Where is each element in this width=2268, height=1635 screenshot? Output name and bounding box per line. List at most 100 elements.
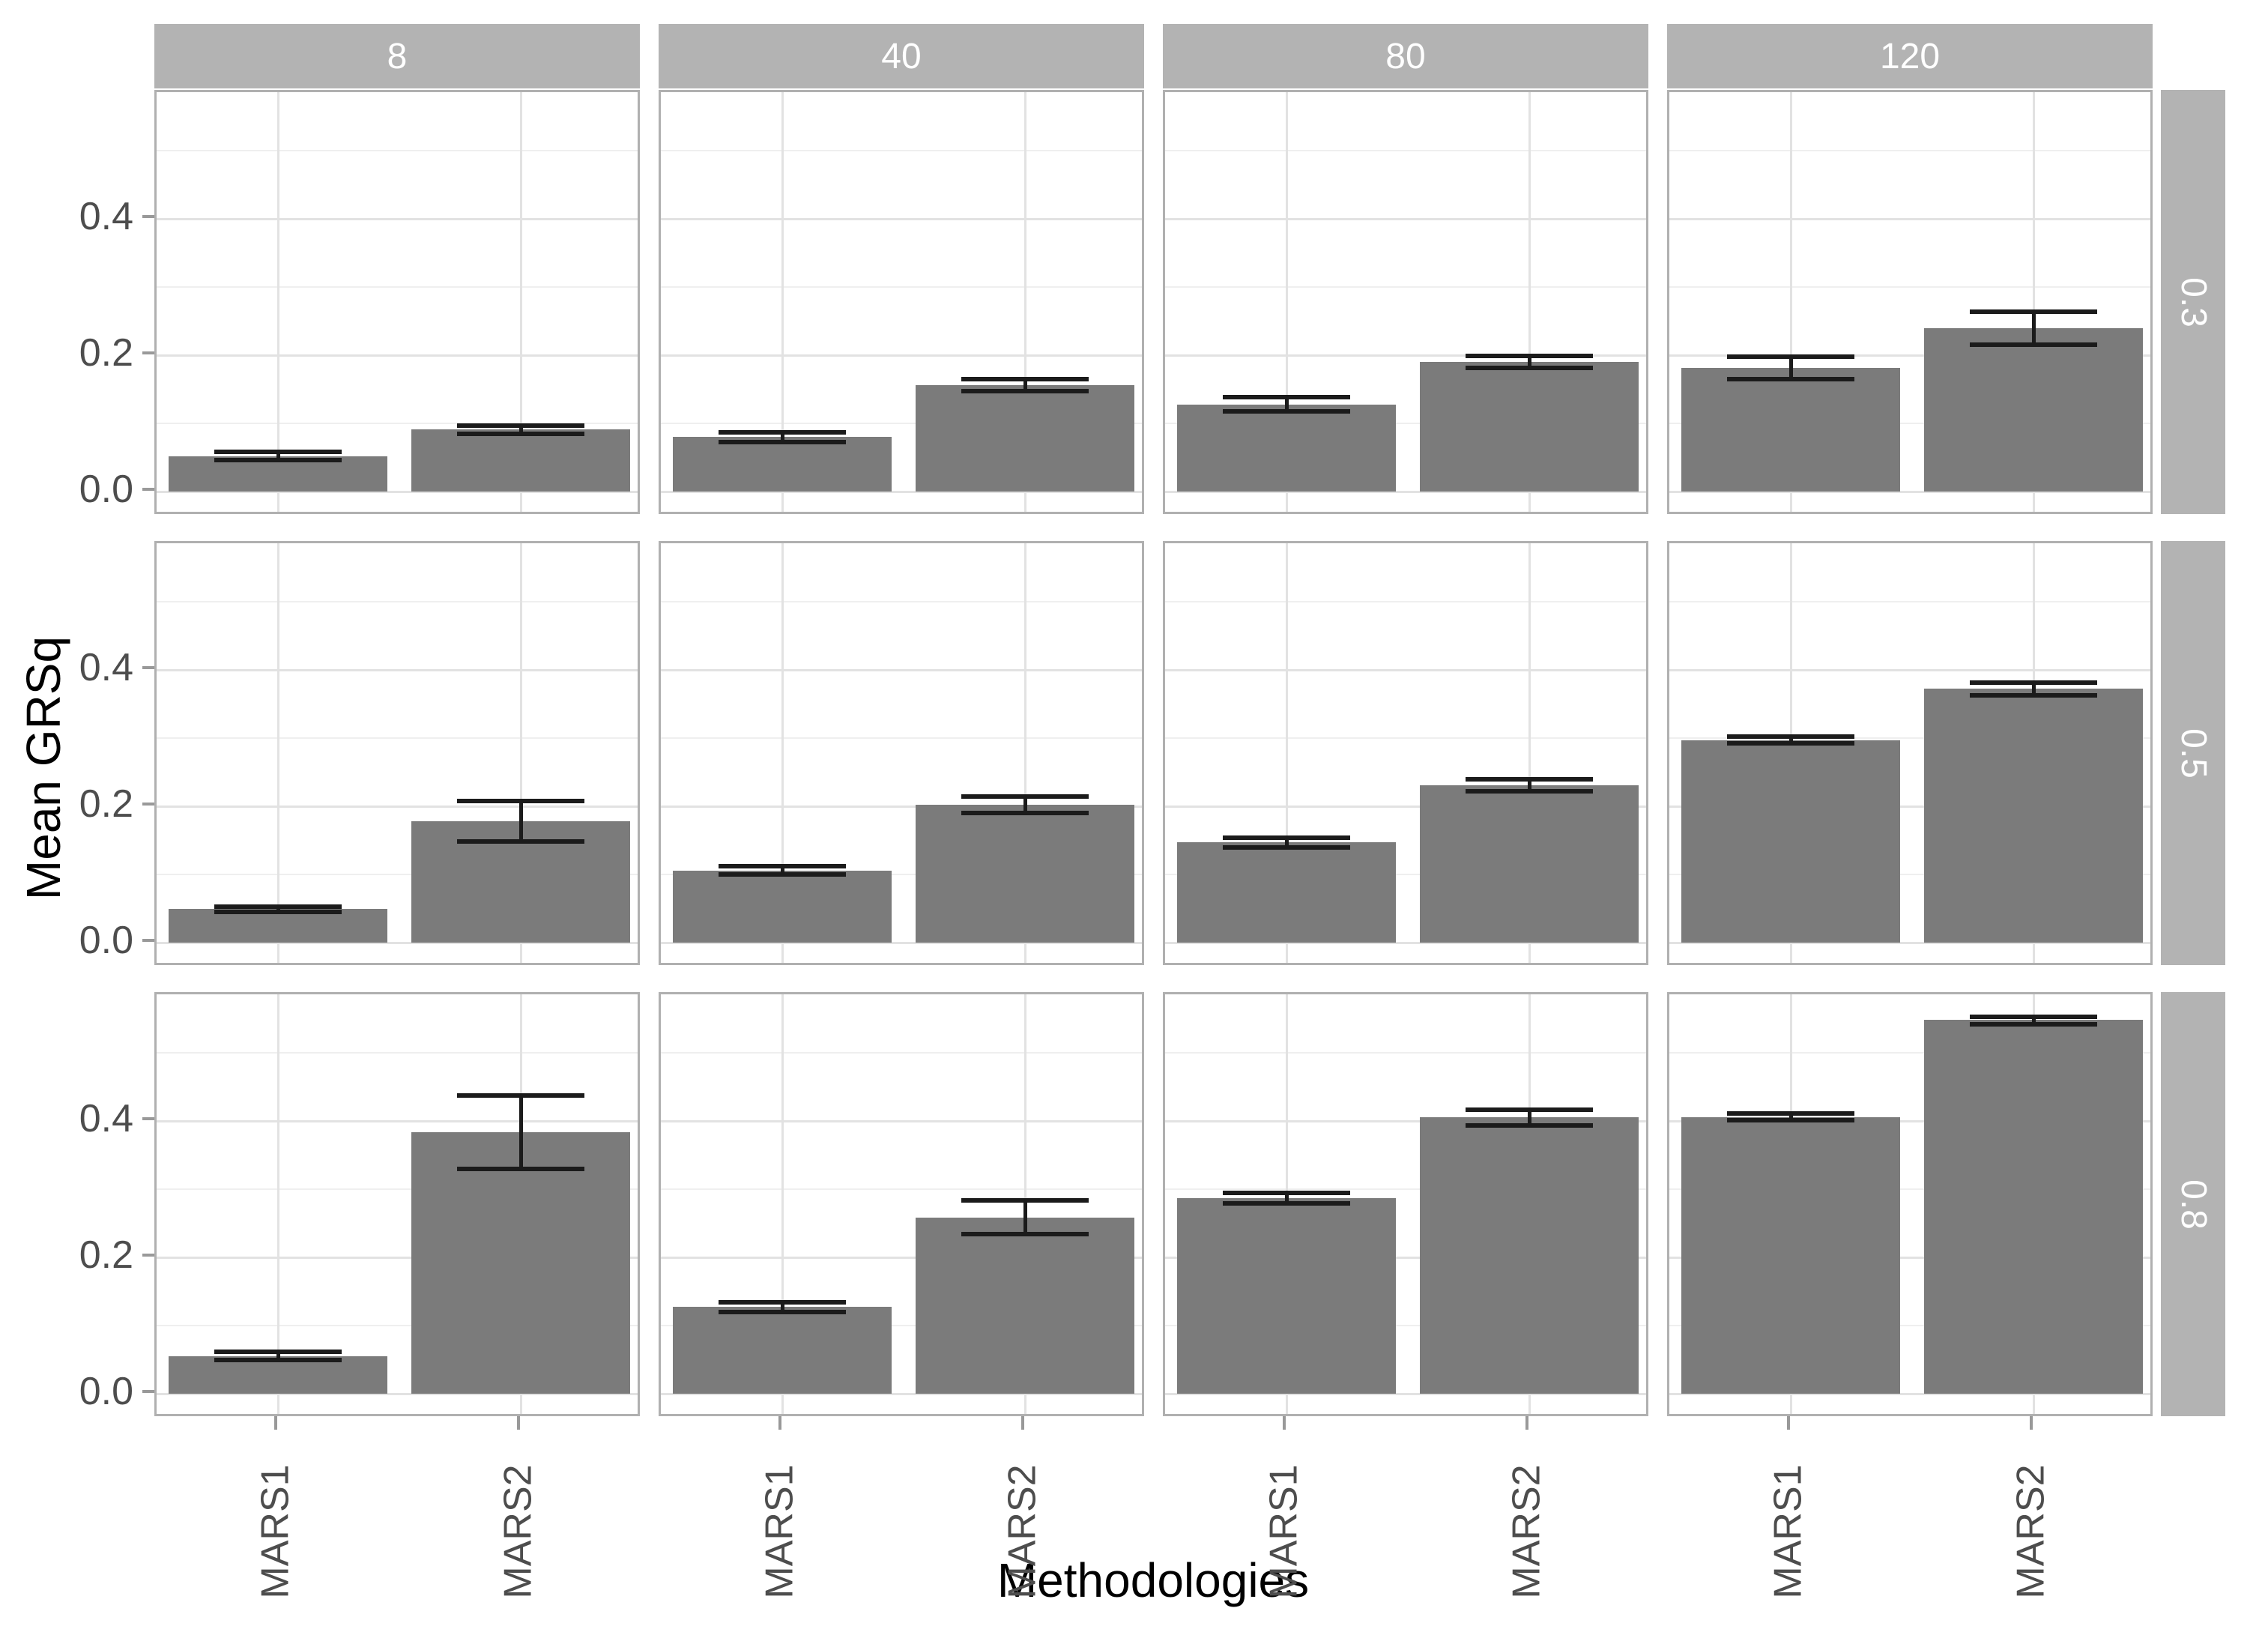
gridline-minor — [661, 874, 1142, 875]
gridline-major — [157, 805, 638, 808]
bar — [673, 1307, 892, 1394]
gridline-minor — [157, 1052, 638, 1054]
error-bar — [1788, 356, 1793, 379]
error-bar — [1284, 396, 1289, 411]
error-bar — [1284, 837, 1289, 847]
gridline-major — [157, 1256, 638, 1259]
facet-panel — [1667, 90, 2153, 514]
bar — [1420, 1117, 1639, 1394]
gridline-minor — [661, 1052, 1142, 1054]
x-tick-label-text: MARS2 — [1001, 1464, 1044, 1599]
gridline-major — [661, 941, 1142, 944]
gridline-vertical — [276, 994, 279, 1414]
gridline-major — [1165, 1119, 1646, 1122]
column-strip: 40 — [659, 24, 1144, 88]
error-bar-cap-top — [719, 864, 846, 869]
gridline-minor — [1669, 1188, 2150, 1190]
error-bar-cap-bottom — [1970, 692, 2097, 698]
gridline-minor — [661, 1188, 1142, 1190]
y-tick — [142, 1254, 154, 1257]
error-bar-cap-top — [214, 450, 342, 455]
error-bar-cap-bottom — [1223, 408, 1350, 414]
gridline-major — [1669, 217, 2150, 220]
error-bar-cap-bottom — [457, 431, 584, 436]
x-tick-label: MARS2 — [1941, 1434, 2121, 1629]
error-bar-cap-top — [961, 1198, 1089, 1203]
gridline-minor — [157, 601, 638, 602]
error-bar — [1023, 797, 1027, 814]
x-tick-label: MARS2 — [933, 1434, 1113, 1629]
x-tick — [274, 1416, 277, 1430]
error-bar-cap-top — [719, 1300, 846, 1305]
gridline-major — [1669, 1256, 2150, 1259]
x-tick-label-text: MARS1 — [254, 1464, 297, 1599]
gridline-major — [661, 1256, 1142, 1259]
x-tick-label-text: MARS1 — [1262, 1464, 1306, 1599]
error-bar-cap-bottom — [214, 458, 342, 463]
gridline-minor — [661, 150, 1142, 151]
gridline-major — [1669, 354, 2150, 357]
gridline-major — [1165, 1256, 1646, 1259]
error-bar-cap-top — [1727, 734, 1854, 740]
gridline-minor — [1669, 874, 2150, 875]
x-tick-label: MARS2 — [429, 1434, 608, 1629]
error-bar-cap-bottom — [961, 389, 1089, 394]
x-tick-label-text: MARS2 — [1505, 1464, 1549, 1599]
gridline-vertical — [2032, 92, 2035, 512]
gridline-minor — [1669, 1325, 2150, 1326]
bar — [411, 429, 630, 492]
error-bar-cap-bottom — [719, 872, 846, 877]
column-strip: 80 — [1163, 24, 1648, 88]
gridline-major — [157, 668, 638, 671]
error-bar — [518, 1095, 523, 1169]
error-bar — [276, 1352, 280, 1361]
column-strip-label: 80 — [1385, 36, 1426, 76]
bar — [169, 909, 387, 943]
x-tick — [1021, 1416, 1024, 1430]
gridline-major — [1669, 1392, 2150, 1395]
y-tick-label: 0.0 — [79, 919, 133, 962]
gridline-minor — [1165, 1325, 1646, 1326]
gridline-major — [1165, 805, 1646, 808]
y-tick-label: 0.0 — [79, 1370, 133, 1413]
gridline-vertical — [1528, 92, 1531, 512]
y-tick-label: 0.4 — [79, 1097, 133, 1140]
x-tick — [517, 1416, 520, 1430]
error-bar-cap-bottom — [1223, 844, 1350, 850]
error-bar — [1284, 1192, 1289, 1204]
gridline-vertical — [1023, 543, 1026, 963]
bar — [916, 805, 1134, 943]
error-bar-cap-bottom — [1970, 342, 2097, 348]
gridline-minor — [1165, 874, 1646, 875]
row-strip-label: 0.8 — [2173, 1179, 2213, 1230]
error-bar-cap-bottom — [457, 839, 584, 844]
error-bar-cap-bottom — [1466, 788, 1593, 794]
gridline-minor — [157, 1325, 638, 1326]
y-tick-label: 0.2 — [79, 331, 133, 375]
error-bar-cap-top — [214, 904, 342, 909]
bar — [1177, 404, 1396, 492]
error-bar-cap-bottom — [214, 1358, 342, 1363]
gridline-major — [1165, 217, 1646, 220]
x-tick-label: MARS1 — [1194, 1434, 1374, 1629]
x-tick-label: MARS2 — [1437, 1434, 1617, 1629]
row-strip: 0.3 — [2161, 90, 2225, 514]
error-bar-cap-top — [1466, 776, 1593, 782]
gridline-vertical — [781, 543, 784, 963]
gridline-minor — [661, 1325, 1142, 1326]
y-tick — [142, 215, 154, 218]
x-tick-label: MARS1 — [1699, 1434, 1878, 1629]
gridline-major — [157, 490, 638, 493]
error-bar — [276, 452, 280, 461]
column-strip: 8 — [154, 24, 640, 88]
error-bar-cap-top — [1970, 1014, 2097, 1019]
gridline-major — [1165, 941, 1646, 944]
error-bar — [518, 800, 523, 842]
error-bar — [1023, 1200, 1027, 1235]
gridline-minor — [661, 286, 1142, 288]
facet-panel — [154, 90, 640, 514]
gridline-minor — [157, 286, 638, 288]
error-bar — [1788, 737, 1793, 744]
gridline-major — [661, 490, 1142, 493]
